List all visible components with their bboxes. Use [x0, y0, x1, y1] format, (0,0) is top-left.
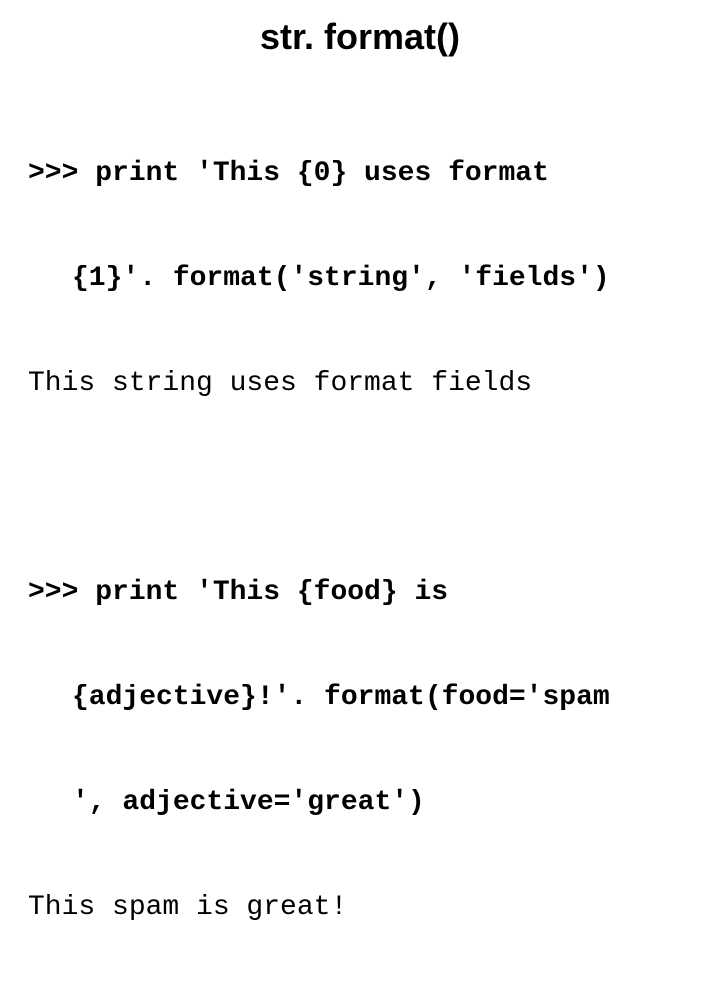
example2-input-line3: ', adjective='great') — [28, 785, 692, 820]
code-example-2: >>> print 'This {food} is {adjective}!'.… — [28, 505, 692, 995]
code-example-1: >>> print 'This {0} uses format {1}'. fo… — [28, 86, 692, 471]
example2-input-line2: {adjective}!'. format(food='spam — [28, 680, 692, 715]
example1-output: This string uses format fields — [28, 366, 692, 401]
example1-input-line2: {1}'. format('string', 'fields') — [28, 261, 692, 296]
example2-input-line1: >>> print 'This {food} is — [28, 575, 692, 610]
example1-input-line1: >>> print 'This {0} uses format — [28, 156, 692, 191]
slide-container: str. format() >>> print 'This {0} uses f… — [0, 0, 720, 540]
slide-title: str. format() — [28, 16, 692, 58]
example2-output: This spam is great! — [28, 890, 692, 925]
